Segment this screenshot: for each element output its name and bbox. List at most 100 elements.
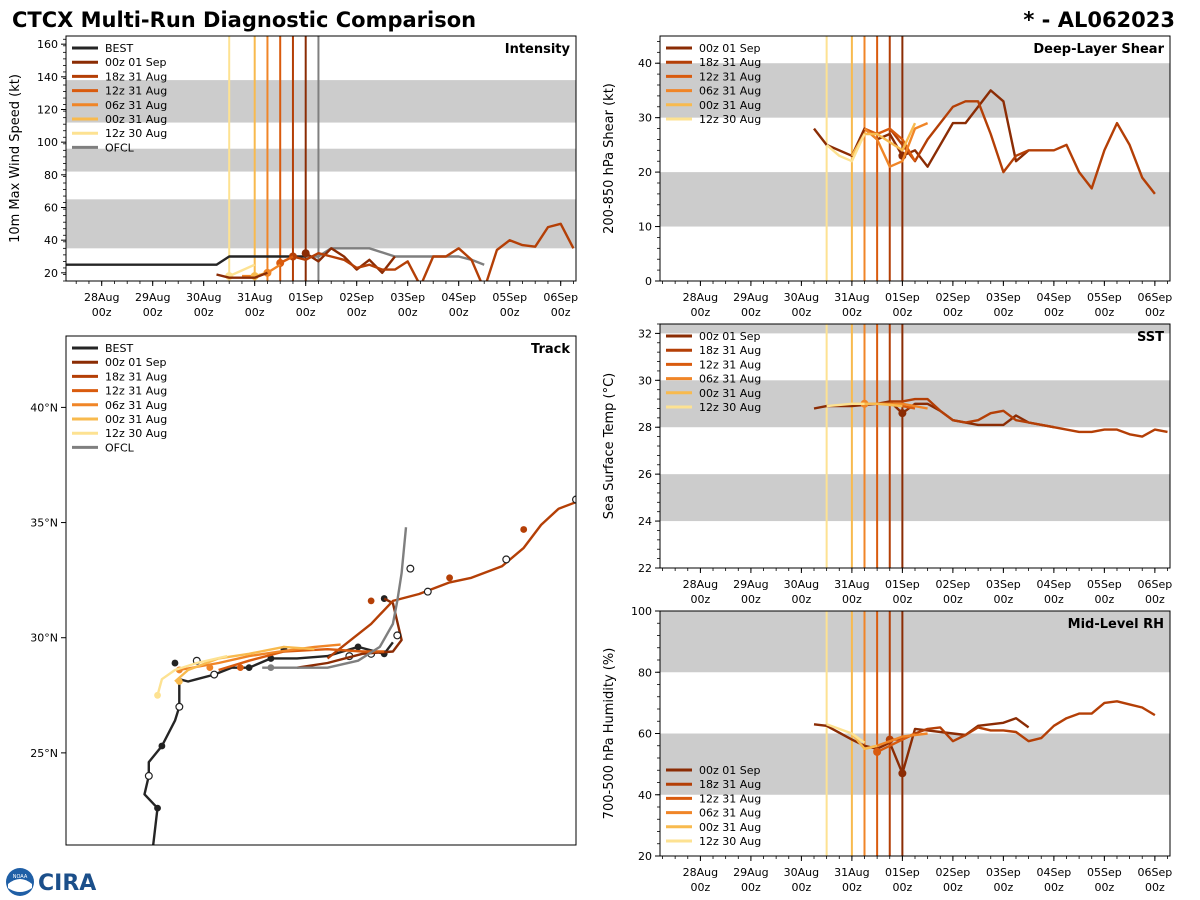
shear-ytick-label-3: 30 — [638, 112, 652, 125]
sst-legend-label-1: 18z 31 Aug — [699, 344, 761, 357]
rh-xtick-sublabel-0: 00z — [691, 881, 711, 894]
rh-panel-title: Mid-Level RH — [1068, 617, 1164, 632]
track-point-open-7-1 — [406, 564, 415, 573]
intensity-band-2 — [66, 80, 576, 123]
sst-ytick-label-2: 26 — [638, 468, 652, 481]
rh-panel: 20 40 60 80 100 28Aug 00z 29Aug 00z 30Aug 00z 31Aug… — [602, 605, 1172, 894]
intensity-xtick-label-0: 28Aug — [84, 291, 119, 304]
storm-id: * - AL062023 — [1023, 8, 1175, 32]
rh-ytick-label-4: 100 — [631, 605, 652, 618]
shear-xtick-label-8: 05Sep — [1087, 291, 1122, 304]
rh-legend-label-3: 06z 31 Aug — [699, 807, 761, 820]
track-series-2 — [326, 500, 576, 660]
track-panel-title: Track — [531, 342, 570, 357]
rh-xtick-label-1: 29Aug — [733, 866, 768, 879]
rh-xtick-label-5: 02Sep — [936, 866, 971, 879]
rh-xtick-label-4: 01Sep — [885, 866, 920, 879]
intensity-xtick-sublabel-0: 00z — [92, 306, 112, 319]
track-point-open-0-2 — [210, 670, 219, 679]
shear-xtick-sublabel-0: 00z — [691, 306, 711, 319]
intensity-ytick-label-1: 40 — [44, 234, 58, 247]
shear-xtick-label-6: 03Sep — [986, 291, 1021, 304]
shear-legend-label-5: 12z 30 Aug — [699, 113, 761, 126]
shear-plot-area — [660, 36, 1170, 281]
track-legend-label-0: BEST — [105, 342, 133, 355]
rh-xtick-label-9: 06Sep — [1137, 866, 1172, 879]
intensity-legend-label-1: 00z 01 Sep — [105, 56, 167, 69]
track-legend-label-4: 06z 31 Aug — [105, 399, 167, 412]
intensity-ytick-label-6: 140 — [37, 71, 58, 84]
rh-ylabel: 700-500 hPa Humidity (%) — [602, 648, 617, 820]
sst-xtick-sublabel-5: 00z — [943, 593, 963, 606]
track-point-filled-0-2 — [245, 664, 253, 672]
intensity-xtick-sublabel-6: 00z — [398, 306, 418, 319]
shear-legend-label-2: 12z 31 Aug — [699, 70, 761, 83]
sst-xtick-sublabel-0: 00z — [691, 593, 711, 606]
rh-xtick-sublabel-9: 00z — [1145, 881, 1165, 894]
rh-series-4 — [850, 732, 878, 750]
sst-xtick-label-7: 04Sep — [1036, 578, 1071, 591]
track-point-open-2-1 — [502, 555, 511, 564]
track-legend-label-7: OFCL — [105, 441, 135, 454]
sst-ytick-label-5: 32 — [638, 327, 652, 340]
track-ytick-label-2: 35°N — [30, 517, 58, 530]
intensity-xtick-label-5: 02Sep — [339, 291, 374, 304]
shear-xtick-label-3: 31Aug — [834, 291, 869, 304]
intensity-legend-label-0: BEST — [105, 42, 133, 55]
shear-band-1 — [660, 63, 1170, 118]
track-ytick-label-3: 40°N — [30, 401, 58, 414]
rh-xtick-sublabel-6: 00z — [993, 881, 1013, 894]
track-series-1 — [296, 597, 403, 669]
rh-legend-label-0: 00z 01 Sep — [699, 764, 761, 777]
sst-panel-title: SST — [1137, 330, 1164, 345]
shear-xtick-sublabel-9: 00z — [1145, 306, 1165, 319]
sst-legend-label-2: 12z 31 Aug — [699, 358, 761, 371]
rh-xtick-label-3: 31Aug — [834, 866, 869, 879]
intensity-ytick-label-3: 80 — [44, 169, 58, 182]
shear-series-3 — [863, 122, 929, 168]
track-frame — [65, 335, 577, 846]
sst-xtick-sublabel-1: 00z — [741, 593, 761, 606]
sst-xtick-label-5: 02Sep — [936, 578, 971, 591]
intensity-ylabel: 10m Max Wind Speed (kt) — [8, 74, 23, 243]
intensity-panel: 20 40 60 80 100 120 140 160 28Aug 00z 29Aug 00z 30Au… — [8, 35, 578, 319]
sst-xtick-sublabel-3: 00z — [842, 593, 862, 606]
track-plot-area — [143, 495, 576, 845]
intensity-xtick-label-9: 06Sep — [543, 291, 578, 304]
rh-marker-2 — [873, 747, 882, 756]
intensity-xtick-label-1: 29Aug — [135, 291, 170, 304]
intensity-xtick-label-3: 31Aug — [237, 291, 272, 304]
cira-logo-text: CIRA — [38, 871, 96, 896]
shear-xtick-sublabel-6: 00z — [993, 306, 1013, 319]
intensity-xtick-sublabel-1: 00z — [143, 306, 163, 319]
sst-ytick-label-3: 28 — [638, 421, 652, 434]
intensity-xtick-sublabel-9: 00z — [551, 306, 571, 319]
sst-xtick-sublabel-6: 00z — [993, 593, 1013, 606]
track-legend-label-5: 00z 31 Aug — [105, 413, 167, 426]
rh-legend-label-5: 12z 30 Aug — [699, 835, 761, 848]
intensity-plot-area — [66, 36, 576, 281]
shear-xtick-sublabel-7: 00z — [1044, 306, 1064, 319]
track-series-4 — [179, 643, 341, 672]
noaa-logo-text: NOAA — [13, 874, 28, 880]
intensity-legend-label-7: OFCL — [105, 141, 135, 154]
sst-xtick-sublabel-9: 00z — [1145, 593, 1165, 606]
sst-series-1 — [889, 397, 1168, 438]
shear-xtick-sublabel-2: 00z — [791, 306, 811, 319]
intensity-xtick-sublabel-8: 00z — [500, 306, 520, 319]
rh-xtick-sublabel-4: 00z — [892, 881, 912, 894]
sst-legend-label-0: 00z 01 Sep — [699, 330, 761, 343]
sst-ytick-label-4: 30 — [638, 374, 652, 387]
shear-xtick-label-2: 30Aug — [784, 291, 819, 304]
track-point-filled-7-0 — [267, 664, 275, 672]
intensity-xtick-label-2: 30Aug — [186, 291, 221, 304]
track-legend-label-2: 18z 31 Aug — [105, 370, 167, 383]
track-point-filled-2-0 — [367, 597, 375, 605]
sst-xtick-label-9: 06Sep — [1137, 578, 1172, 591]
shear-xtick-sublabel-8: 00z — [1094, 306, 1114, 319]
intensity-series-3 — [292, 222, 575, 281]
intensity-ytick-label-4: 100 — [37, 136, 58, 149]
rh-series-0 — [813, 717, 1030, 775]
